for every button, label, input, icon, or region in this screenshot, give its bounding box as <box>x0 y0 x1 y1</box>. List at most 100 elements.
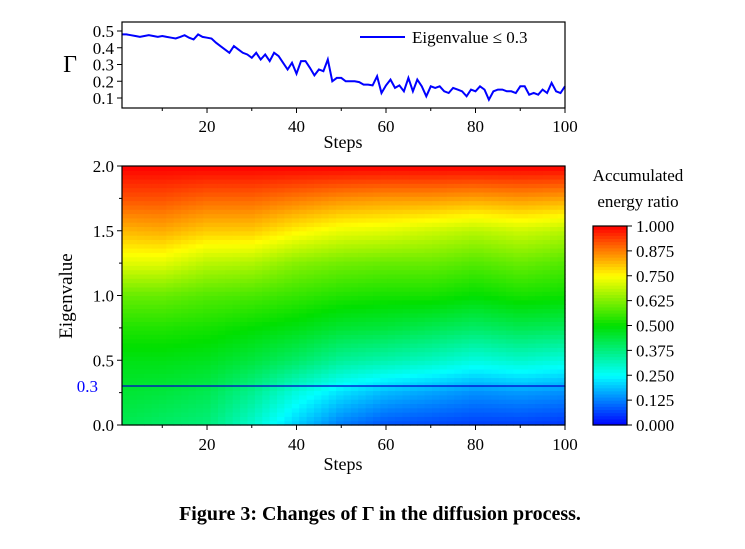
heatmap-cell <box>366 274 374 279</box>
heatmap-cell <box>262 218 270 223</box>
heatmap-cell <box>528 347 536 352</box>
heatmap-cell <box>417 352 425 357</box>
heatmap-cell <box>358 390 366 395</box>
heatmap-cell <box>255 313 263 318</box>
heatmap-cell <box>262 313 270 318</box>
heatmap-cell <box>491 270 499 275</box>
heatmap-cell <box>432 378 440 383</box>
heatmap-cell <box>255 248 263 253</box>
heatmap-cell <box>432 248 440 253</box>
heatmap-cell <box>225 399 233 404</box>
heatmap-cell <box>351 412 359 417</box>
heatmap-cell <box>270 213 278 218</box>
heatmap-cell <box>521 278 529 283</box>
heatmap-cell <box>388 166 396 171</box>
heatmap-cell <box>166 378 174 383</box>
heatmap-cell <box>152 209 160 214</box>
heatmap-cell <box>211 326 219 331</box>
heatmap-cell <box>188 291 196 296</box>
heatmap-cell <box>152 257 160 262</box>
heatmap-cell <box>506 213 514 218</box>
heatmap-cell <box>188 386 196 391</box>
heatmap-cell <box>277 412 285 417</box>
heatmap-cell <box>129 183 137 188</box>
heatmap-cell <box>476 209 484 214</box>
heatmap-cell <box>491 244 499 249</box>
heatmap-cell <box>417 386 425 391</box>
heatmap-cell <box>122 352 130 357</box>
heatmap-cell <box>277 304 285 309</box>
heatmap-cell <box>484 369 492 374</box>
heatmap-cell <box>188 205 196 210</box>
heatmap-cell <box>329 334 337 339</box>
heatmap-cell <box>203 313 211 318</box>
heatmap-cell <box>314 231 322 236</box>
heatmap-cell <box>270 231 278 236</box>
heatmap-cell <box>159 321 167 326</box>
heatmap-cell <box>122 278 130 283</box>
heatmap-cell <box>351 218 359 223</box>
heatmap-cell <box>152 416 160 421</box>
heatmap-cell <box>270 183 278 188</box>
heatmap-cell <box>248 339 256 344</box>
heatmap-cell <box>528 330 536 335</box>
heatmap-cell <box>395 231 403 236</box>
heatmap-x-tick-label: 60 <box>378 435 395 454</box>
heatmap-cell <box>425 390 433 395</box>
heatmap-cell <box>321 213 329 218</box>
heatmap-cell <box>373 183 381 188</box>
heatmap-cell <box>476 244 484 249</box>
heatmap-cell <box>203 188 211 193</box>
heatmap-cell <box>528 283 536 288</box>
heatmap-cell <box>240 373 248 378</box>
heatmap-cell <box>137 317 145 322</box>
heatmap-cell <box>336 395 344 400</box>
heatmap-cell <box>329 196 337 201</box>
heatmap-cell <box>174 278 182 283</box>
heatmap-cell <box>240 265 248 270</box>
heatmap-cell <box>196 283 204 288</box>
heatmap-cell <box>447 244 455 249</box>
heatmap-cell <box>225 390 233 395</box>
heatmap-cell <box>388 313 396 318</box>
heatmap-cell <box>203 326 211 331</box>
heatmap-cell <box>152 373 160 378</box>
heatmap-cell <box>484 296 492 301</box>
heatmap-cell <box>203 166 211 171</box>
heatmap-cell <box>506 179 514 184</box>
heatmap-cell <box>358 395 366 400</box>
heatmap-cell <box>462 412 470 417</box>
heatmap-cell <box>270 170 278 175</box>
heatmap-cell <box>499 373 507 378</box>
heatmap-cell <box>321 412 329 417</box>
heatmap-cell <box>277 339 285 344</box>
heatmap-cell <box>218 347 226 352</box>
heatmap-cell <box>388 201 396 206</box>
heatmap-cell <box>417 378 425 383</box>
heatmap-cell <box>454 304 462 309</box>
heatmap-cell <box>240 296 248 301</box>
heatmap-cell <box>469 252 477 257</box>
heatmap-cell <box>270 291 278 296</box>
heatmap-cell <box>476 416 484 421</box>
heatmap-cell <box>543 222 551 227</box>
heatmap-cell <box>144 170 152 175</box>
heatmap-cell <box>166 287 174 292</box>
heatmap-cell <box>314 283 322 288</box>
heatmap-cell <box>491 399 499 404</box>
heatmap-cell <box>329 278 337 283</box>
heatmap-cell <box>380 291 388 296</box>
heatmap-cell <box>284 343 292 348</box>
heatmap-cell <box>425 201 433 206</box>
heatmap-cell <box>439 300 447 305</box>
heatmap-cell <box>137 416 145 421</box>
heatmap-cell <box>233 330 241 335</box>
heatmap-cell <box>152 300 160 305</box>
heatmap-cell <box>255 378 263 383</box>
heatmap-cell <box>233 352 241 357</box>
heatmap-cell <box>528 390 536 395</box>
heatmap-cell <box>299 283 307 288</box>
heatmap-cell <box>366 261 374 266</box>
heatmap-cell <box>321 239 329 244</box>
heatmap-cell <box>137 360 145 365</box>
